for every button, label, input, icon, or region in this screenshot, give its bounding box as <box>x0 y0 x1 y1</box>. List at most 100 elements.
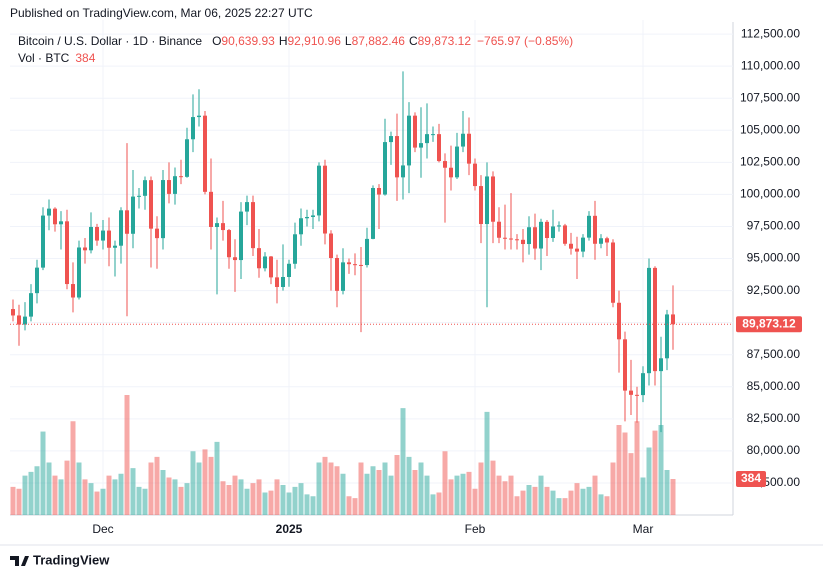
candle-body <box>503 237 507 239</box>
volume-bar <box>490 460 496 515</box>
volume-bar <box>418 462 424 515</box>
volume-bar <box>568 490 574 515</box>
volume-bar <box>226 485 232 515</box>
candle-body <box>653 267 657 372</box>
legend-key: C <box>409 34 418 48</box>
volume-bar <box>628 453 634 515</box>
candle-body <box>383 142 387 195</box>
volume-bar <box>88 483 94 515</box>
candle-body <box>11 309 15 316</box>
volume-bar <box>478 462 484 515</box>
volume-bar <box>346 496 352 515</box>
volume-bar <box>154 456 160 515</box>
volume-bar <box>616 425 622 515</box>
candle-body <box>209 191 213 227</box>
candle-body <box>431 134 435 136</box>
y-tick-label: 100,000.00 <box>740 187 800 201</box>
candle-body <box>533 227 537 249</box>
candle-body <box>647 267 651 374</box>
volume-bar <box>364 473 370 515</box>
candle-body <box>101 230 105 241</box>
candle-body <box>275 277 279 287</box>
legend-key: O <box>212 34 221 48</box>
x-tick-label: Mar <box>633 522 654 536</box>
candle-body <box>317 165 321 216</box>
volume-bar <box>586 486 592 515</box>
candle-body <box>161 180 165 239</box>
candle-body <box>155 228 159 239</box>
candle-body <box>281 276 285 287</box>
volume-bar <box>424 475 430 515</box>
candle-body <box>35 267 39 294</box>
candle-body <box>173 176 177 194</box>
legend: Bitcoin / U.S. Dollar · 1D · Binance O90,… <box>18 34 573 48</box>
last-price-label: 89,873.12 <box>742 316 796 330</box>
volume-bar <box>526 485 532 515</box>
candle-body <box>365 238 369 266</box>
volume-bar <box>256 479 262 515</box>
candle-body <box>59 221 63 225</box>
candle-body <box>89 226 93 251</box>
volume-bar <box>22 475 28 515</box>
volume-bar <box>328 462 334 515</box>
candle-body <box>143 180 147 196</box>
volume-bar <box>406 456 412 515</box>
volume-pane <box>10 395 676 515</box>
volume-bar <box>352 498 358 515</box>
volume-bar <box>220 481 226 515</box>
y-tick-label: 102,500.00 <box>740 155 800 169</box>
candle-body <box>53 208 57 225</box>
candle-body <box>23 316 27 325</box>
volume-bar <box>658 425 664 515</box>
y-tick-label: 110,000.00 <box>741 58 800 72</box>
candle-body <box>641 373 645 396</box>
volume-bar <box>304 494 310 515</box>
volume-bar <box>592 475 598 515</box>
volume-bar <box>250 483 256 515</box>
legend-change: −765.97 (−0.85%) <box>477 34 573 48</box>
candle-body <box>41 215 45 268</box>
volume-bar <box>388 475 394 515</box>
candle-body <box>323 165 327 234</box>
candle-body <box>83 247 87 251</box>
y-tick-label: 87,500.00 <box>747 347 801 361</box>
y-tick-label: 112,500.00 <box>741 26 800 40</box>
volume-bar <box>40 431 46 515</box>
candle-body <box>671 314 675 325</box>
candle-body <box>437 134 441 162</box>
candle-body <box>551 226 555 239</box>
volume-bar <box>556 498 562 515</box>
legend-value: 90,639.93 <box>221 34 275 48</box>
volume-bar <box>280 485 286 515</box>
volume-bar <box>274 479 280 515</box>
volume-bar <box>214 441 220 515</box>
volume-bar <box>520 490 526 515</box>
candle-body <box>203 115 207 192</box>
candle-body <box>413 115 417 148</box>
candle-body <box>575 248 579 252</box>
candle-body <box>293 234 297 264</box>
candle-body <box>587 215 591 238</box>
candle-body <box>347 262 351 265</box>
volume-bar <box>412 470 418 515</box>
volume-bar <box>664 470 670 515</box>
volume-bar <box>598 494 604 515</box>
volume-bar <box>76 462 82 515</box>
candle-body <box>263 256 267 269</box>
candle-body <box>557 225 561 227</box>
volume-bar <box>472 488 478 515</box>
candle-body <box>569 243 573 249</box>
volume-bar <box>112 479 118 515</box>
volume-bar <box>544 486 550 515</box>
volume-bar <box>166 477 172 515</box>
candle-body <box>527 227 531 245</box>
candle-body <box>623 339 627 391</box>
volume-bar <box>178 486 184 515</box>
candle-body <box>611 242 615 303</box>
volume-bar <box>208 456 214 515</box>
volume-bar <box>466 471 472 515</box>
volume-bar <box>622 432 628 515</box>
volume-bar <box>436 492 442 515</box>
